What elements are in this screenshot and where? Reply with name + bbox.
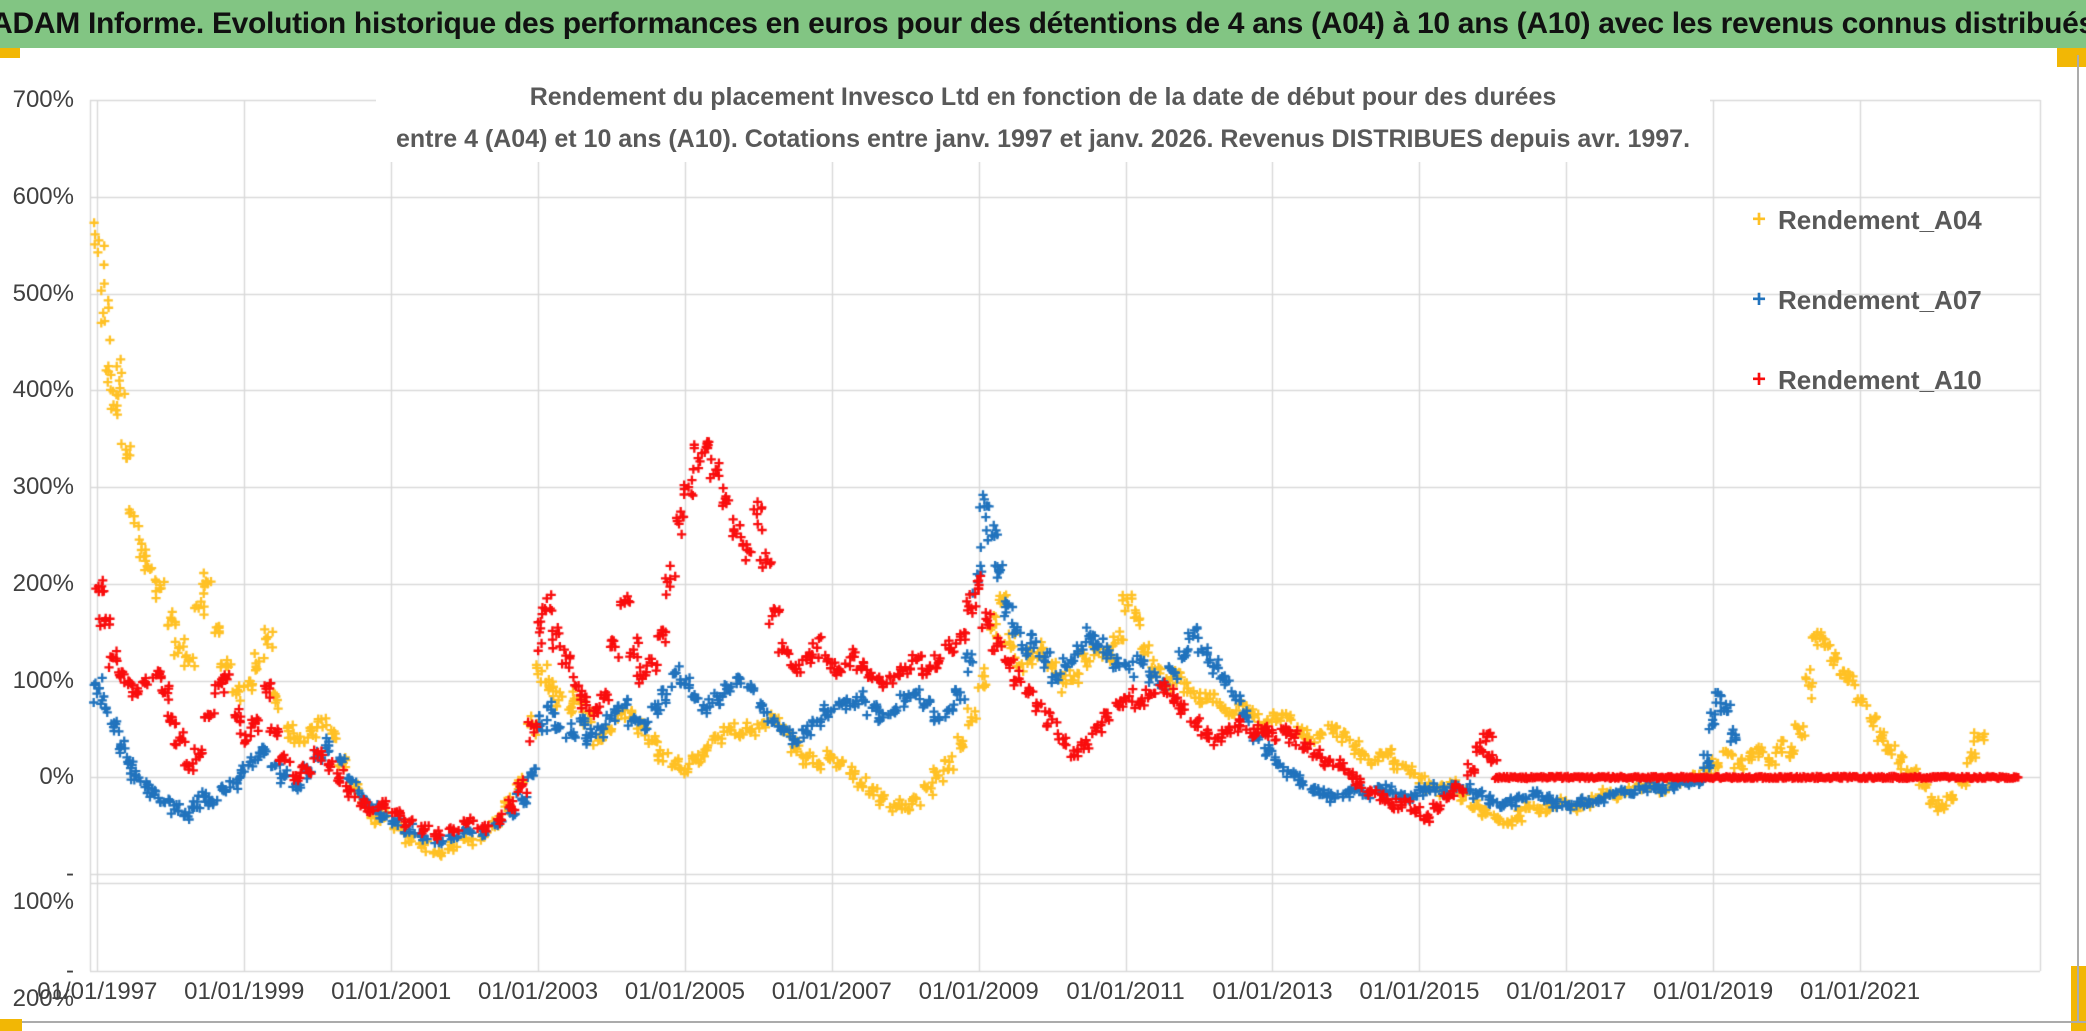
legend-label: Rendement_A07 (1778, 284, 1982, 315)
legend-plus-marker-icon: + (1752, 366, 1767, 393)
chart-legend: + Rendement_A04 + Rendement_A07 + Rendement_A… (1752, 203, 1982, 443)
legend-label: Rendement_A10 (1778, 364, 1982, 395)
legend-plus-marker-icon: + (1752, 286, 1767, 313)
chart-title-line1: Rendement du placement Invesco Ltd en fo… (529, 83, 1557, 111)
x-axis-label: 01/01/2013 (1212, 978, 1333, 1005)
y-axis-label: 0% (39, 763, 74, 791)
y-axis-label: - 200% (12, 957, 74, 1012)
x-axis-label: 01/01/1999 (184, 978, 305, 1005)
chart-title: Rendement du placement Invesco Ltd en fo… (375, 74, 1711, 162)
x-axis-label: 01/01/2017 (1506, 978, 1627, 1005)
x-axis-label: 01/01/2011 (1066, 978, 1185, 1005)
x-axis-label: 01/01/2005 (624, 978, 745, 1005)
x-axis-label: 01/01/2003 (477, 978, 599, 1005)
x-axis-label: 01/01/2001 (331, 978, 452, 1005)
x-axis-label: 01/01/2019 (1653, 978, 1774, 1005)
y-axis-label: 500% (12, 279, 74, 307)
y-axis-label: 400% (12, 376, 74, 404)
x-axis-label: 01/01/2021 (1799, 978, 1921, 1005)
x-axis-label: 01/01/2007 (771, 978, 892, 1005)
x-axis-label: 01/01/2015 (1359, 978, 1480, 1005)
y-axis-label: 600% (12, 182, 74, 210)
y-axis-label: - 100% (12, 860, 74, 916)
legend-item-a04[interactable]: + Rendement_A04 (1752, 203, 1982, 237)
x-axis-label: 01/01/1997 (37, 978, 158, 1005)
y-axis-label: 300% (12, 473, 74, 501)
legend-label: Rendement_A04 (1778, 204, 1982, 235)
legend-item-a10[interactable]: + Rendement_A10 (1752, 363, 1982, 397)
x-axis-label: 01/01/2009 (918, 978, 1039, 1005)
legend-plus-marker-icon: + (1752, 206, 1767, 233)
chart-title-line2: entre 4 (A04) et 10 ans (A10). Cotations… (395, 125, 1691, 153)
y-axis-label: 200% (12, 569, 74, 597)
y-axis-label: 700% (12, 86, 74, 113)
y-axis-label: 100% (12, 666, 74, 694)
legend-item-a07[interactable]: + Rendement_A07 (1752, 283, 1982, 317)
